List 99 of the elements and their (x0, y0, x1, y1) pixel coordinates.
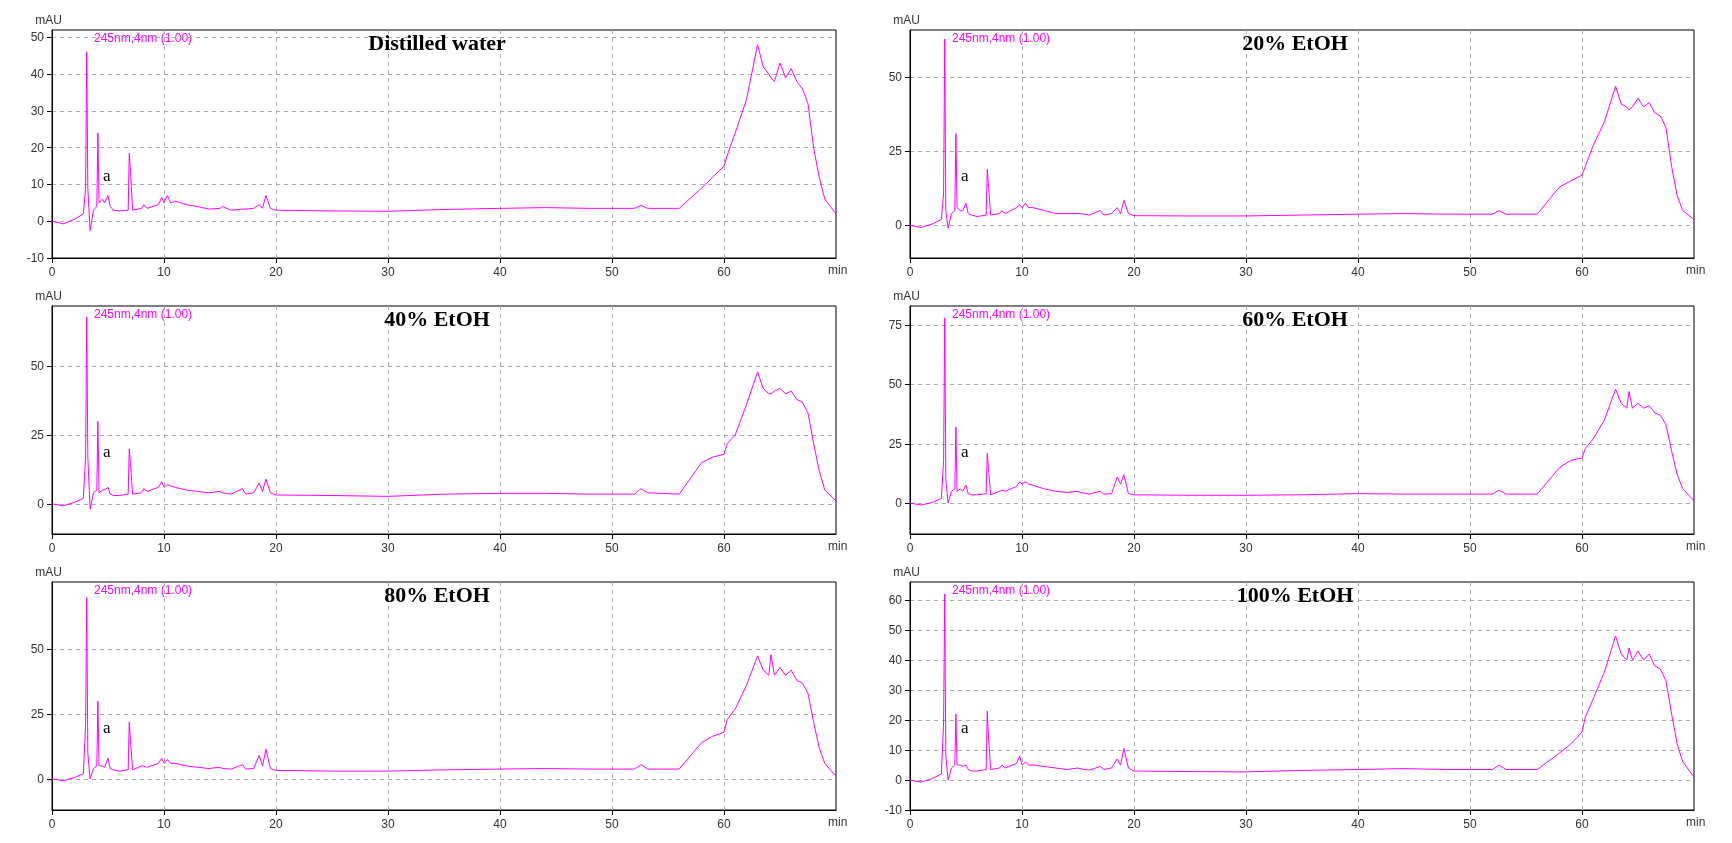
annotation: a (103, 166, 111, 185)
y-tick-label: 60 (888, 593, 903, 607)
annotation: a (103, 442, 111, 461)
x-axis-title: min (828, 539, 848, 553)
y-tick-label: 50 (888, 623, 903, 637)
y-axis-title: mAU (893, 565, 920, 579)
annotation: 245nm,4nm (1.00) (952, 31, 1051, 45)
x-tick-label: 0 (906, 541, 914, 555)
x-tick-label: 30 (381, 817, 395, 831)
chart-title: 20% EtOH (1242, 29, 1348, 55)
y-tick-label: 50 (888, 70, 903, 85)
chart-title: Distilled water (368, 29, 506, 55)
y-tick-label: 0 (37, 214, 45, 229)
y-tick-label: 40 (30, 67, 45, 82)
x-tick-label: 40 (493, 265, 507, 279)
annotation: a (961, 718, 969, 737)
x-tick-label: 60 (1575, 541, 1589, 555)
x-tick-label: 10 (157, 265, 171, 279)
x-tick-label: 30 (381, 265, 395, 279)
y-tick-label: 75 (888, 318, 903, 332)
x-tick-label: 50 (605, 265, 619, 279)
y-tick-label: 25 (888, 144, 903, 159)
x-tick-label: 10 (157, 817, 171, 831)
annotation: 245nm,4nm (1.00) (94, 583, 193, 597)
x-tick-label: 50 (605, 541, 619, 555)
x-tick-label: 20 (1127, 817, 1141, 831)
x-tick-label: 50 (605, 817, 619, 831)
x-tick-label: 60 (717, 265, 731, 279)
x-tick-label: 20 (1127, 265, 1141, 279)
x-tick-label: 30 (1239, 541, 1253, 555)
x-tick-label: 0 (906, 265, 914, 279)
y-tick-label: 50 (888, 377, 903, 392)
x-tick-label: 40 (1351, 817, 1365, 831)
chart-title: 80% EtOH (384, 581, 490, 607)
annotation: a (961, 442, 969, 461)
y-tick-label: 30 (888, 683, 903, 697)
y-tick-label: -10 (884, 803, 903, 817)
y-tick-label: 0 (895, 773, 903, 787)
annotation: 245nm,4nm (1.00) (94, 307, 193, 321)
y-axis-title: mAU (35, 289, 62, 303)
x-tick-label: 20 (1127, 541, 1141, 555)
chart-title: 60% EtOH (1242, 305, 1348, 331)
x-axis-title: min (828, 263, 848, 277)
x-tick-label: 10 (1015, 541, 1029, 555)
x-tick-label: 30 (1239, 265, 1253, 279)
x-tick-label: 60 (717, 817, 731, 831)
y-tick-label: 25 (30, 707, 45, 722)
y-tick-label: 0 (895, 496, 903, 511)
annotation: 245nm,4nm (1.00) (952, 583, 1051, 597)
x-tick-label: 50 (1463, 541, 1477, 555)
x-axis-title: min (1686, 263, 1706, 277)
y-tick-label: 0 (37, 771, 45, 786)
x-axis-title: min (1686, 815, 1706, 829)
y-tick-label: 50 (30, 642, 45, 657)
x-tick-label: 50 (1463, 265, 1477, 279)
x-tick-label: 0 (48, 541, 56, 555)
y-axis-title: mAU (35, 13, 62, 27)
x-tick-label: 50 (1463, 817, 1477, 831)
y-tick-label: 20 (30, 140, 45, 155)
x-tick-label: 10 (157, 541, 171, 555)
y-tick-label: 40 (888, 653, 903, 667)
x-tick-label: 10 (1015, 817, 1029, 831)
y-axis-title: mAU (893, 13, 920, 27)
x-tick-label: 0 (48, 817, 56, 831)
y-tick-label: 30 (30, 103, 45, 118)
x-tick-label: 20 (269, 817, 283, 831)
chart-title: 100% EtOH (1236, 581, 1354, 607)
x-tick-label: 0 (906, 817, 914, 831)
x-tick-label: 20 (269, 541, 283, 555)
y-tick-label: 10 (888, 743, 903, 757)
y-tick-label: 50 (30, 359, 45, 374)
x-tick-label: 0 (48, 265, 56, 279)
x-tick-label: 40 (493, 541, 507, 555)
x-tick-label: 30 (381, 541, 395, 555)
x-tick-label: 20 (269, 265, 283, 279)
x-tick-label: 30 (1239, 817, 1253, 831)
x-axis-title: min (1686, 539, 1706, 553)
x-tick-label: 10 (1015, 265, 1029, 279)
y-tick-label: 0 (37, 496, 45, 511)
y-tick-label: 20 (888, 713, 903, 727)
x-tick-label: 40 (1351, 265, 1365, 279)
y-tick-label: -10 (26, 251, 45, 265)
x-tick-label: 60 (1575, 817, 1589, 831)
y-tick-label: 25 (888, 436, 903, 451)
y-tick-label: 10 (30, 177, 45, 192)
y-tick-label: 25 (30, 428, 45, 443)
annotation: a (961, 166, 969, 185)
x-tick-label: 60 (717, 541, 731, 555)
x-tick-label: 40 (1351, 541, 1365, 555)
annotation: a (103, 718, 111, 737)
x-tick-label: 40 (493, 817, 507, 831)
x-tick-label: 60 (1575, 265, 1589, 279)
y-axis-title: mAU (893, 289, 920, 303)
y-tick-label: 0 (895, 218, 903, 233)
y-axis-title: mAU (35, 565, 62, 579)
x-axis-title: min (828, 815, 848, 829)
annotation: 245nm,4nm (1.00) (952, 307, 1051, 321)
y-tick-label: 50 (30, 30, 45, 45)
chart-title: 40% EtOH (384, 305, 490, 331)
